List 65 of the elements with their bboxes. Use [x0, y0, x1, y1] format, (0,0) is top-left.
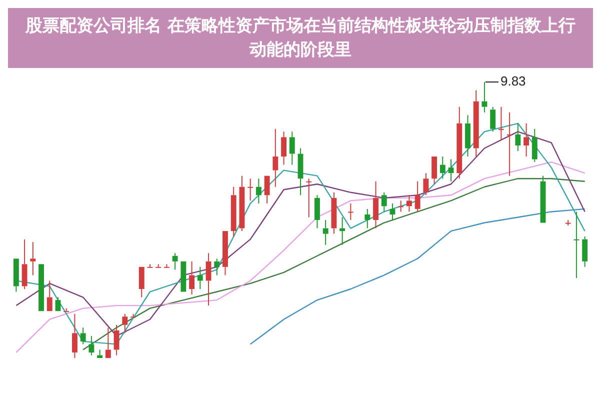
candlestick: [138, 266, 144, 298]
candlestick: [130, 313, 136, 318]
candlestick: [22, 238, 28, 290]
candlestick: [432, 156, 438, 185]
candlestick: [222, 231, 228, 276]
candlestick: [172, 252, 178, 270]
candlestick: [281, 131, 286, 166]
candlestick: [239, 175, 245, 232]
candlestick: [197, 266, 203, 290]
candlestick: [473, 90, 479, 158]
candlestick: [390, 202, 396, 220]
candlestick: [314, 194, 320, 229]
candlestick: [306, 178, 312, 218]
candlestick: [515, 122, 521, 152]
candlestick: [55, 296, 61, 312]
candlestick: [147, 264, 153, 268]
candlestick: [322, 220, 328, 246]
candlestick: [524, 122, 529, 158]
candlestick: [340, 216, 346, 246]
candlestick: [156, 264, 162, 268]
candlestick: [30, 242, 36, 276]
candlestick: [289, 131, 295, 166]
candlestick: [506, 112, 512, 176]
candlestick: [97, 349, 103, 358]
candlestick: [64, 308, 70, 312]
candlestick: [448, 158, 454, 182]
candlestick: [440, 156, 446, 180]
candlestick: [164, 264, 170, 268]
candlestick: [482, 82, 488, 113]
candlestick: [88, 335, 94, 356]
candlestick: [105, 327, 111, 358]
candlestick: [122, 313, 128, 334]
candlestick: [574, 211, 580, 278]
candlestick: [298, 148, 304, 196]
candlestick: [582, 236, 588, 268]
candlestick: [114, 324, 120, 356]
candlestick: [80, 327, 86, 345]
candlestick: [540, 175, 546, 223]
candlestick: [498, 106, 504, 140]
candlestick: [248, 178, 254, 202]
candlestick: [490, 106, 496, 132]
candlestick: [348, 202, 354, 220]
candlestick: [406, 194, 412, 212]
annotation: 9.83: [500, 74, 526, 89]
candlestick: [364, 208, 370, 229]
candlestick: [189, 260, 195, 296]
candlestick: [456, 106, 462, 180]
candlestick: [465, 114, 470, 158]
candlestick: [381, 192, 387, 212]
candlestick: [423, 172, 429, 196]
chart-title: 股票配资公司排名 在策略性资产市场在当前结构性板块轮动压制指数上行动能的阶段里: [8, 8, 593, 68]
candlestick: [373, 180, 378, 229]
candlestick: [331, 192, 337, 234]
candlestick: [214, 258, 220, 276]
candlestick: [532, 128, 538, 163]
candlestick: [72, 313, 78, 358]
candlestick: [206, 252, 212, 306]
candlestick: [272, 128, 278, 188]
candlestick: [414, 180, 420, 212]
candlestick: [46, 280, 52, 312]
candlestick: [256, 178, 262, 204]
candlestick: [264, 176, 270, 204]
candlestick: [230, 186, 236, 238]
candlestick: [398, 200, 404, 212]
candlestick: [13, 258, 19, 292]
